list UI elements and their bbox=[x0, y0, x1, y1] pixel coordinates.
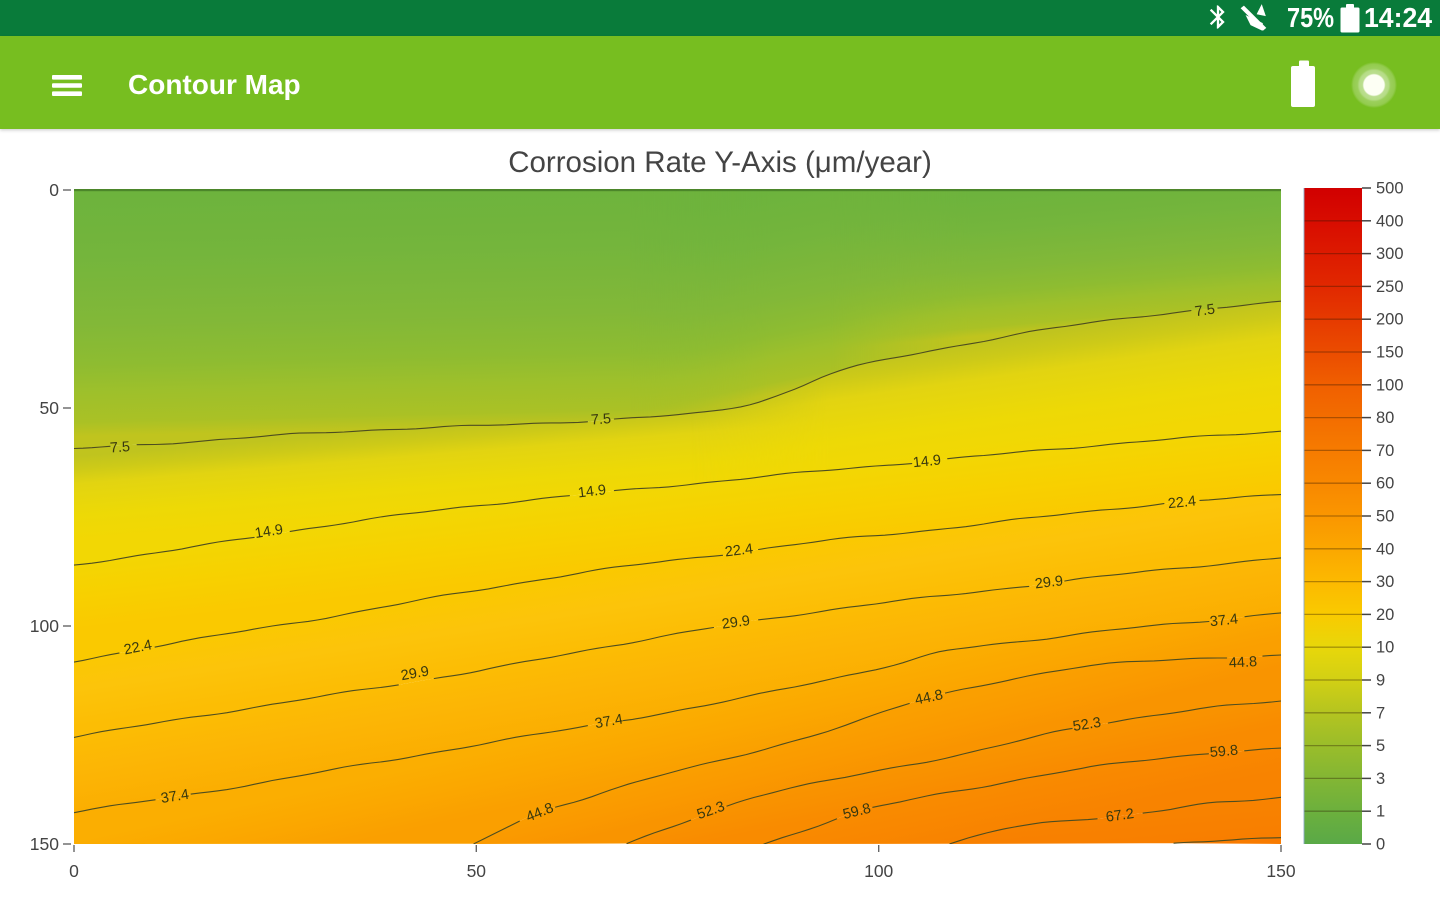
svg-text:14.9: 14.9 bbox=[254, 522, 284, 542]
svg-text:29.9: 29.9 bbox=[721, 613, 751, 633]
svg-text:7.5: 7.5 bbox=[590, 411, 611, 428]
svg-text:150: 150 bbox=[30, 834, 59, 854]
svg-text:9: 9 bbox=[1376, 672, 1385, 690]
svg-text:40: 40 bbox=[1376, 540, 1394, 558]
svg-text:5: 5 bbox=[1376, 737, 1385, 755]
svg-text:59.8: 59.8 bbox=[1209, 743, 1239, 761]
svg-text:150: 150 bbox=[1266, 861, 1295, 881]
svg-text:37.4: 37.4 bbox=[160, 787, 190, 807]
svg-text:300: 300 bbox=[1376, 245, 1404, 263]
svg-text:29.9: 29.9 bbox=[400, 664, 431, 685]
svg-text:22.4: 22.4 bbox=[724, 541, 754, 560]
svg-text:37.4: 37.4 bbox=[594, 712, 625, 733]
svg-text:1: 1 bbox=[1376, 803, 1385, 821]
svg-text:37.4: 37.4 bbox=[1209, 611, 1239, 630]
svg-text:100: 100 bbox=[864, 861, 893, 881]
svg-text:Corrosion Rate Y-Axis (μm/year: Corrosion Rate Y-Axis (μm/year) bbox=[508, 146, 932, 179]
svg-text:7: 7 bbox=[1376, 704, 1385, 722]
svg-text:250: 250 bbox=[1376, 278, 1404, 296]
svg-text:14.9: 14.9 bbox=[577, 482, 607, 501]
svg-text:29.9: 29.9 bbox=[1034, 573, 1064, 592]
svg-text:59.8: 59.8 bbox=[841, 801, 872, 823]
svg-text:50: 50 bbox=[1376, 508, 1394, 526]
svg-text:52.3: 52.3 bbox=[1072, 715, 1102, 735]
svg-text:70: 70 bbox=[1376, 442, 1394, 460]
svg-text:7.5: 7.5 bbox=[1194, 302, 1216, 321]
svg-text:50: 50 bbox=[467, 861, 487, 881]
svg-text:500: 500 bbox=[1376, 180, 1404, 198]
svg-text:80: 80 bbox=[1376, 409, 1394, 427]
svg-text:100: 100 bbox=[1376, 376, 1404, 394]
svg-text:20: 20 bbox=[1376, 606, 1394, 624]
svg-text:7.5: 7.5 bbox=[109, 439, 130, 456]
svg-text:100: 100 bbox=[30, 616, 59, 636]
svg-text:10: 10 bbox=[1376, 639, 1394, 657]
svg-text:0: 0 bbox=[69, 861, 79, 881]
svg-text:14.9: 14.9 bbox=[912, 452, 942, 471]
svg-text:400: 400 bbox=[1376, 212, 1404, 230]
svg-text:67.2: 67.2 bbox=[1105, 806, 1135, 826]
svg-text:30: 30 bbox=[1376, 573, 1394, 591]
svg-text:200: 200 bbox=[1376, 311, 1404, 329]
svg-text:60: 60 bbox=[1376, 475, 1394, 493]
svg-text:150: 150 bbox=[1376, 344, 1404, 362]
svg-text:3: 3 bbox=[1376, 770, 1385, 788]
svg-text:44.8: 44.8 bbox=[1228, 654, 1257, 671]
svg-text:44.8: 44.8 bbox=[913, 687, 944, 709]
svg-text:0: 0 bbox=[49, 180, 59, 200]
svg-text:22.4: 22.4 bbox=[1167, 493, 1197, 512]
svg-text:22.4: 22.4 bbox=[123, 637, 154, 658]
svg-text:0: 0 bbox=[1376, 836, 1385, 854]
svg-text:50: 50 bbox=[40, 398, 60, 418]
